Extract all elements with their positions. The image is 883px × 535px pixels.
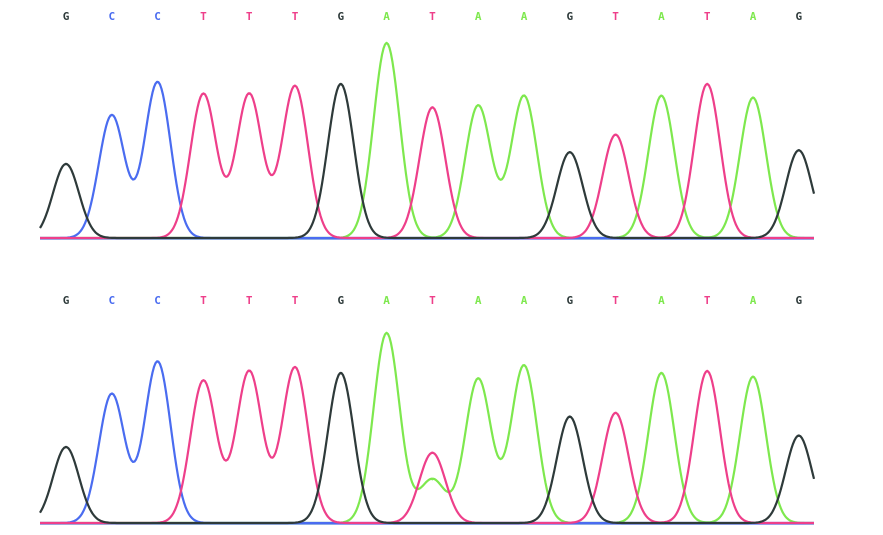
peak-t (614, 411, 617, 414)
base-call-label: T (200, 10, 207, 23)
peak-t (706, 82, 709, 86)
trace-g (39, 83, 816, 240)
base-call-label: G (63, 10, 70, 23)
base-call-label: G (795, 10, 802, 23)
base-call-label: A (521, 10, 528, 23)
peak-a (751, 96, 755, 99)
base-call-label: G (795, 294, 802, 307)
base-call-label: T (200, 294, 207, 307)
base-call-label: C (108, 10, 115, 23)
peak-g (339, 82, 342, 86)
peak-g (568, 151, 571, 154)
peak-c (110, 113, 114, 117)
base-call-label: A (475, 294, 482, 307)
peak-a (660, 94, 663, 97)
peak-a (477, 104, 480, 107)
peak-a (477, 377, 480, 380)
peak-a (751, 375, 755, 378)
peak-c (156, 80, 159, 84)
trace-a (40, 41, 814, 240)
peak-t (293, 366, 297, 369)
peak-a (660, 371, 663, 375)
peak-g (797, 149, 800, 152)
trace-c (40, 80, 814, 240)
base-call-label: A (750, 294, 757, 307)
base-call-label: T (704, 294, 711, 307)
base-call-label: C (108, 294, 115, 307)
base-call-label: A (475, 10, 482, 23)
peak-g (64, 445, 68, 449)
trace-c (40, 360, 814, 525)
base-call-label: G (337, 10, 344, 23)
peak-t (431, 106, 434, 109)
peak-t (614, 133, 617, 136)
base-call-label: T (292, 294, 299, 307)
peak-t (202, 379, 205, 382)
trace-t (40, 82, 814, 240)
peak-t (706, 369, 709, 373)
base-call-label: C (154, 294, 161, 307)
base-call-label: T (612, 10, 619, 23)
base-call-label: T (246, 10, 253, 23)
base-call-label: T (429, 10, 436, 23)
base-call-label: G (337, 294, 344, 307)
base-call-label: A (750, 10, 757, 23)
base-call-label: G (566, 294, 573, 307)
secondary-peak-a (431, 478, 434, 481)
peak-g (64, 162, 68, 166)
trace-t (40, 365, 814, 525)
base-call-label: T (429, 294, 436, 307)
peak-c (110, 392, 114, 395)
trace-g (39, 372, 816, 525)
peak-g (568, 415, 571, 418)
base-call-label: A (383, 294, 390, 307)
peak-g (797, 434, 800, 437)
base-call-label: A (658, 10, 665, 23)
peak-a (385, 41, 388, 45)
peak-a (522, 94, 526, 97)
peak-t (293, 84, 297, 88)
peak-a (522, 364, 526, 367)
peak-t (248, 92, 251, 95)
base-call-label: T (246, 294, 253, 307)
base-call-label: G (566, 10, 573, 23)
base-call-label: A (383, 10, 390, 23)
base-call-label: A (658, 294, 665, 307)
peak-c (156, 360, 159, 363)
base-call-label: A (521, 294, 528, 307)
base-call-label: G (63, 294, 70, 307)
base-call-label: C (154, 10, 161, 23)
peak-g (339, 371, 342, 375)
base-call-label: T (612, 294, 619, 307)
base-call-label: T (292, 10, 299, 23)
peak-a (385, 331, 388, 335)
peak-t (202, 92, 205, 95)
peak-t (431, 451, 434, 454)
base-call-label: T (704, 10, 711, 23)
peak-t (248, 369, 251, 373)
